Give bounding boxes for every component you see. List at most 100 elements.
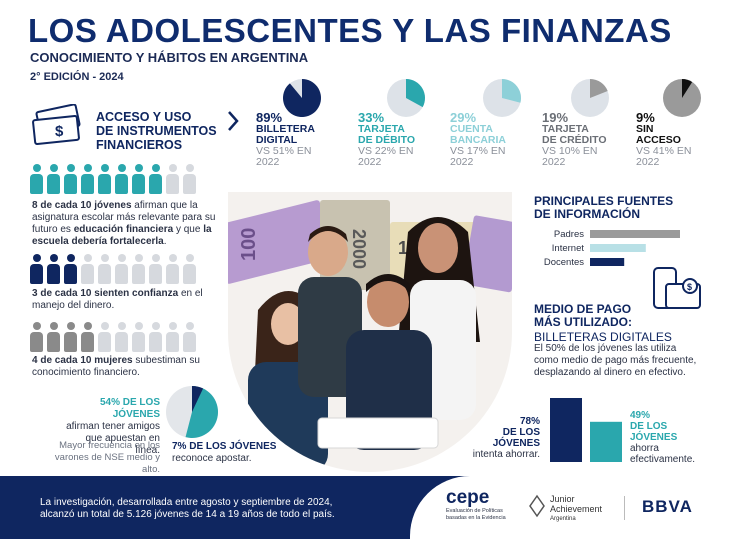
cepe-logo: cepe Evaluación de Políticas basadas en … [446,487,506,522]
bets-note: Mayor frecuencia en los varones de NSE m… [54,440,160,475]
person-icon [47,254,60,284]
person-icon [81,322,94,352]
person-icon [166,254,179,284]
sources-bar [590,258,625,266]
pie-slice-2 [502,79,522,103]
access-stat-0: 89% BILLETERA DIGITAL VS 51% EN 2022 [256,110,331,168]
savings-chart [550,398,622,462]
person-icon [47,322,60,352]
person-icon [132,322,145,352]
stat-pct: 29% [450,110,477,125]
person-icon [115,254,128,284]
stat-vs: 2022 [358,156,382,168]
person-icon [98,254,111,284]
person-icon [183,164,196,194]
savings-bar [550,398,582,462]
stat-vs: 2022 [542,156,566,168]
pie-slice-1 [406,79,425,108]
access-stat-1: 33% TARJETA DE DÉBITO VS 22% EN 2022 [358,110,433,168]
pie-slice-4 [682,79,693,98]
stat-label: BILLETERA [256,123,315,135]
cash-icon: $ [32,104,81,146]
savings-a: 78% DE LOS JÓVENES intenta ahorrar. [472,416,540,460]
person-icon [149,322,162,352]
person-icon [81,164,94,194]
stat-pct: 19% [542,110,569,125]
chevron-right-icon [228,111,239,131]
sources-label: Docentes [544,257,584,268]
person-icon [132,164,145,194]
person-icon [98,322,111,352]
person-icon [183,322,196,352]
page-subtitle: CONOCIMIENTO Y HÁBITOS EN ARGENTINA [30,50,309,65]
person-icon [149,254,162,284]
sources-title: PRINCIPALES FUENTES DE INFORMACIÓN [534,194,674,221]
person-icon [149,164,162,194]
person-icon [30,322,43,352]
access-pies [283,79,701,118]
people-text-3: 4 de cada 10 mujeres subestiman su conoc… [32,355,200,378]
bets-block-2: 7% DE LOS JÓVENES reconoce apostar. [172,441,277,464]
bets-pie [166,386,218,438]
sources-label: Padres [554,229,584,240]
stat-label: BANCARIA [450,134,506,146]
sources-label: Internet [552,243,585,254]
edition-label: 2° EDICIÓN - 2024 [30,71,124,83]
person-icon [64,164,77,194]
stat-pct: 33% [358,110,385,125]
payment-title: MEDIO DE PAGO MÁS UTILIZADO: [534,302,632,329]
stat-label: TARJETA [358,123,405,135]
access-section-title: ACCESO Y USO DE INSTRUMENTOS FINANCIEROS [96,110,217,152]
savings-b: 49% DE LOS JÓVENES ahorra efectivamente. [630,410,696,465]
stat-vs: VS 10% EN [542,145,598,157]
stat-label: ACCESO [636,134,681,146]
svg-text:$: $ [687,282,692,292]
payment-text: El 50% de los jóvenes las utiliza como m… [534,343,697,378]
payment-subtitle: BILLETERAS DIGITALES [534,330,672,344]
person-icon [30,254,43,284]
people-row-1 [30,164,196,194]
student-front [317,274,439,450]
person-icon [30,164,43,194]
page-title: LOS ADOLESCENTES Y LAS FINANZAS [28,12,672,49]
access-stat-3: 19% TARJETA DE CRÉDITO VS 10% EN 2022 [542,110,617,168]
stat-pct: 89% [256,110,283,125]
people-row-2 [30,254,196,284]
wallet-phone-icon: $ [653,267,701,309]
person-icon [132,254,145,284]
person-icon [47,164,60,194]
stat-vs: VS 17% EN [450,145,506,157]
footer-logos-panel [410,476,730,539]
person-icon [64,322,77,352]
stat-label: DIGITAL [256,134,298,146]
sources-chart: Padres Internet Docentes [544,229,680,268]
svg-text:2000: 2000 [349,229,369,269]
stat-label: SIN [636,123,654,135]
person-icon [166,164,179,194]
sources-bar [590,230,680,238]
sources-bar [590,244,646,252]
bets-block-1: 54% DE LOS JÓVENES afirman tener amigos … [66,397,160,456]
person-icon [81,254,94,284]
person-icon [64,254,77,284]
pie-slice-0 [283,79,322,118]
svg-text:$: $ [55,123,64,140]
footer-text: La investigación, desarrollada entre ago… [40,497,335,520]
stat-vs: 2022 [636,156,660,168]
stat-vs: VS 41% EN [636,145,692,157]
stat-label: CUENTA [450,123,493,135]
people-text-2: 3 de cada 10 sienten confianza en el man… [32,288,203,311]
svg-text:100: 100 [238,228,260,261]
people-text-1: 8 de cada 10 jóvenes afirman que la asig… [32,200,216,247]
stat-pct: 9% [636,110,655,125]
junior-achievement-logo: Junior Achievement Argentina [550,494,603,522]
bbva-logo: BBVA [642,497,693,516]
bets-pie-slice-bet [192,386,204,412]
person-icon [115,322,128,352]
stat-vs: VS 51% EN [256,145,312,157]
person-icon [98,164,111,194]
stat-vs: 2022 [256,156,280,168]
stat-label: DE CRÉDITO [542,134,607,146]
savings-bar [590,421,622,462]
person-icon [183,254,196,284]
